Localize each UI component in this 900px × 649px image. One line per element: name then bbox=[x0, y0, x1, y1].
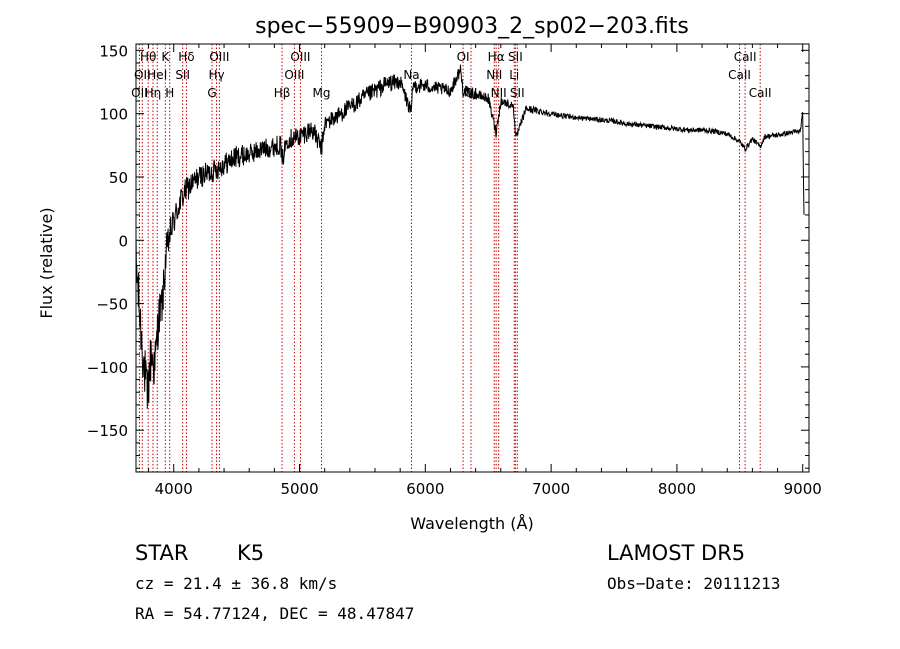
x-tick-label: 7000 bbox=[532, 480, 570, 498]
x-tick-label: 5000 bbox=[280, 480, 318, 498]
axis-tick-labels: 4000 5000 6000 7000 8000 9000 150 100 50 0 −50 −100… bbox=[87, 42, 822, 498]
spectral-line-label: Na bbox=[403, 68, 419, 82]
spectral-line-label: HeI bbox=[147, 68, 167, 82]
object-class: STAR bbox=[135, 541, 189, 565]
spectral-line-label: OI bbox=[457, 50, 470, 64]
ra-dec-line: RA = 54.77124, DEC = 48.47847 bbox=[135, 604, 415, 623]
spectral-line-label: SII bbox=[175, 68, 190, 82]
spectral-line-label: OIII bbox=[209, 50, 229, 64]
plot-frame bbox=[135, 43, 810, 473]
y-tick-label: 50 bbox=[109, 169, 128, 187]
x-axis-label: Wavelength (Å) bbox=[410, 514, 533, 533]
x-tick-label: 9000 bbox=[784, 480, 822, 498]
y-tick-label: 100 bbox=[99, 106, 128, 124]
y-tick-label: −100 bbox=[87, 359, 128, 377]
spectral-line-label: SII bbox=[510, 86, 525, 100]
y-tick-label: 150 bbox=[99, 42, 128, 60]
spectral-line-label: Li bbox=[509, 68, 519, 82]
spectral-line-markers bbox=[138, 44, 761, 472]
object-subclass: K5 bbox=[237, 541, 265, 565]
spectral-line-label: OIII bbox=[290, 50, 310, 64]
spectrum-line bbox=[135, 64, 805, 409]
axis-ticks bbox=[136, 44, 809, 472]
spectral-line-label: H bbox=[165, 86, 174, 100]
spectral-line-label: OII bbox=[131, 86, 148, 100]
spectral-line-labels: OIIOIIHθHηHeIKHSIIHδGHγOIIIHβOIIIOIIIMgN… bbox=[131, 50, 771, 100]
spectral-line-label: Hγ bbox=[208, 68, 224, 82]
spectral-line-label: NII bbox=[486, 68, 502, 82]
x-tick-label: 4000 bbox=[155, 480, 193, 498]
y-tick-label: 0 bbox=[118, 232, 128, 250]
spectral-line-label: CaII bbox=[728, 68, 751, 82]
spectral-line-label: SII bbox=[508, 50, 523, 64]
spectral-line-label: Hβ bbox=[274, 86, 291, 100]
spectral-line-label: G bbox=[207, 86, 216, 100]
spectral-line-label: CaII bbox=[749, 86, 772, 100]
observation-date: Obs−Date: 20111213 bbox=[607, 574, 781, 593]
x-tick-label: 6000 bbox=[406, 480, 444, 498]
redshift-line: cz = 21.4 ± 36.8 km/s bbox=[135, 574, 338, 593]
spectral-line-label: Mg bbox=[313, 86, 331, 100]
y-tick-label: −50 bbox=[96, 296, 128, 314]
spectral-line-label: Hθ bbox=[140, 50, 156, 64]
spectral-line-label: K bbox=[161, 50, 170, 64]
y-tick-label: −150 bbox=[87, 422, 128, 440]
spectral-line-label: Hα bbox=[488, 50, 505, 64]
chart-title: spec−55909−B90903_2_sp02−203.fits bbox=[255, 14, 689, 39]
spectral-line-label: NII bbox=[491, 86, 507, 100]
spectral-line-label: OIII bbox=[284, 68, 304, 82]
spectral-line-label: Hδ bbox=[178, 50, 194, 64]
x-tick-label: 8000 bbox=[658, 480, 696, 498]
spectral-line-label: Hη bbox=[145, 86, 162, 100]
spectral-line-label: OII bbox=[134, 68, 151, 82]
y-axis-label: Flux (relative) bbox=[37, 207, 56, 318]
survey-name: LAMOST DR5 bbox=[607, 541, 746, 565]
spectral-line-label: CaII bbox=[734, 50, 757, 64]
